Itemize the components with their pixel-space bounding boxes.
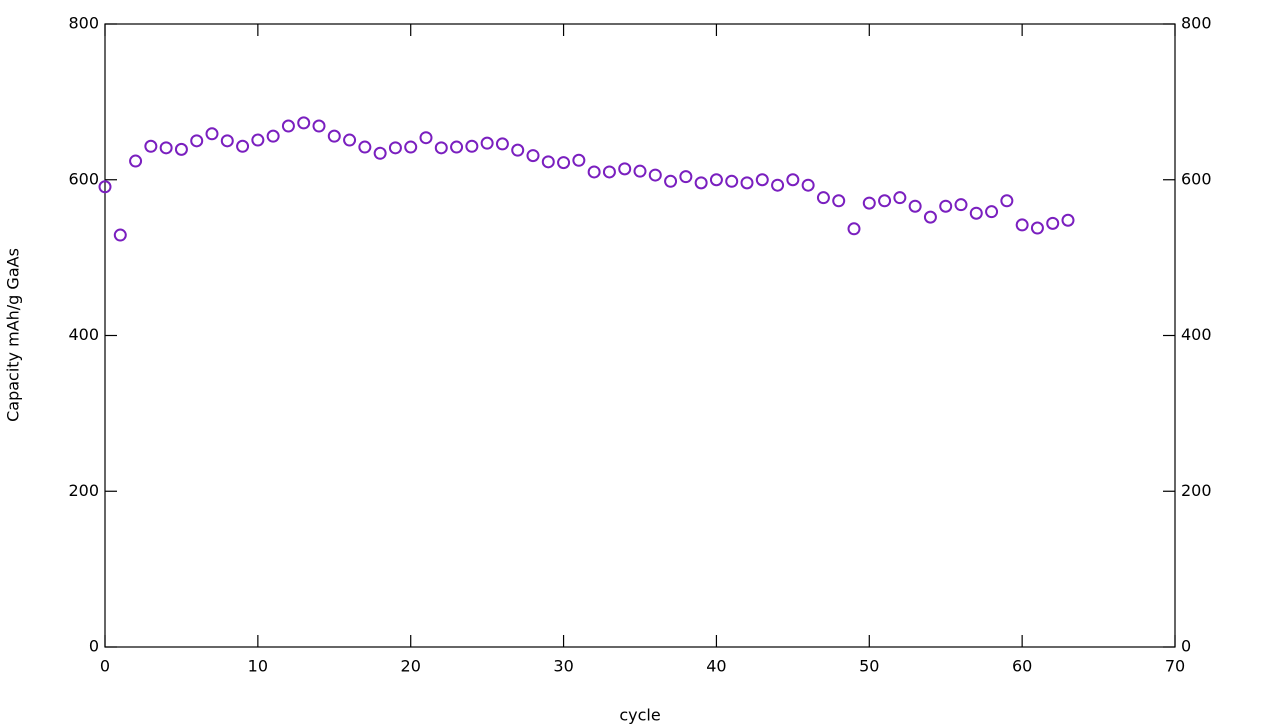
data-point — [771, 178, 785, 192]
data-point — [1015, 218, 1029, 232]
y-tick-label: 800 — [68, 14, 99, 33]
y-tick-label: 200 — [68, 481, 99, 500]
data-point — [557, 156, 571, 170]
data-point — [98, 180, 112, 194]
data-point — [297, 116, 311, 130]
data-point — [740, 176, 754, 190]
data-point — [939, 199, 953, 213]
x-tick-label: 40 — [706, 657, 726, 676]
data-point — [495, 137, 509, 151]
data-point — [923, 210, 937, 224]
y-tick-label-right: 400 — [1181, 325, 1212, 344]
data-point — [648, 168, 662, 182]
data-point — [878, 194, 892, 208]
y-tick-label: 600 — [68, 169, 99, 188]
data-point — [816, 191, 830, 205]
data-point — [327, 129, 341, 143]
data-point — [786, 173, 800, 187]
data-point — [602, 165, 616, 179]
x-tick-label: 70 — [1165, 657, 1185, 676]
x-tick-label: 50 — [859, 657, 879, 676]
data-point — [281, 119, 295, 133]
data-point — [847, 222, 861, 236]
x-axis-label: cycle — [619, 706, 660, 725]
x-tick-label: 10 — [248, 657, 268, 676]
data-point — [1061, 213, 1075, 227]
data-point — [893, 191, 907, 205]
data-point — [709, 173, 723, 187]
data-point — [388, 141, 402, 155]
x-tick-label: 60 — [1012, 657, 1032, 676]
y-tick-label: 400 — [68, 325, 99, 344]
data-point — [190, 134, 204, 148]
x-tick-label: 20 — [401, 657, 421, 676]
data-point — [144, 139, 158, 153]
data-point — [832, 194, 846, 208]
data-point — [465, 139, 479, 153]
data-point — [618, 162, 632, 176]
data-point — [159, 141, 173, 155]
data-point — [511, 143, 525, 157]
data-point — [450, 140, 464, 154]
data-point — [1030, 221, 1044, 235]
data-point — [587, 165, 601, 179]
data-point — [694, 176, 708, 190]
data-point — [404, 140, 418, 154]
data-point — [129, 154, 143, 168]
data-point — [908, 199, 922, 213]
data-point — [480, 136, 494, 150]
data-point — [358, 140, 372, 154]
data-point — [954, 198, 968, 212]
data-point — [205, 127, 219, 141]
data-point — [725, 174, 739, 188]
data-point — [1000, 194, 1014, 208]
data-point — [633, 164, 647, 178]
y-tick-label: 0 — [89, 637, 99, 656]
data-point — [266, 129, 280, 143]
plot-frame — [104, 23, 1176, 648]
data-point — [312, 119, 326, 133]
data-point — [985, 205, 999, 219]
data-point — [343, 133, 357, 147]
data-point — [220, 134, 234, 148]
data-point — [251, 133, 265, 147]
data-point — [572, 153, 586, 167]
data-point — [113, 228, 127, 242]
data-point — [801, 178, 815, 192]
y-tick-label-right: 0 — [1181, 637, 1191, 656]
data-point — [969, 206, 983, 220]
data-point — [679, 170, 693, 184]
y-tick-label-right: 200 — [1181, 481, 1212, 500]
data-point — [862, 196, 876, 210]
data-point — [664, 174, 678, 188]
y-tick-label-right: 800 — [1181, 14, 1212, 33]
data-point — [526, 149, 540, 163]
x-tick-label: 30 — [553, 657, 573, 676]
data-point — [419, 131, 433, 145]
data-point — [541, 155, 555, 169]
y-axis-label: Capacity mAh/g GaAs — [4, 248, 23, 422]
data-point — [755, 173, 769, 187]
data-point — [373, 146, 387, 160]
data-point — [174, 142, 188, 156]
data-point — [434, 141, 448, 155]
x-tick-label: 0 — [100, 657, 110, 676]
y-tick-label-right: 600 — [1181, 169, 1212, 188]
data-point — [236, 139, 250, 153]
data-point — [1046, 216, 1060, 230]
